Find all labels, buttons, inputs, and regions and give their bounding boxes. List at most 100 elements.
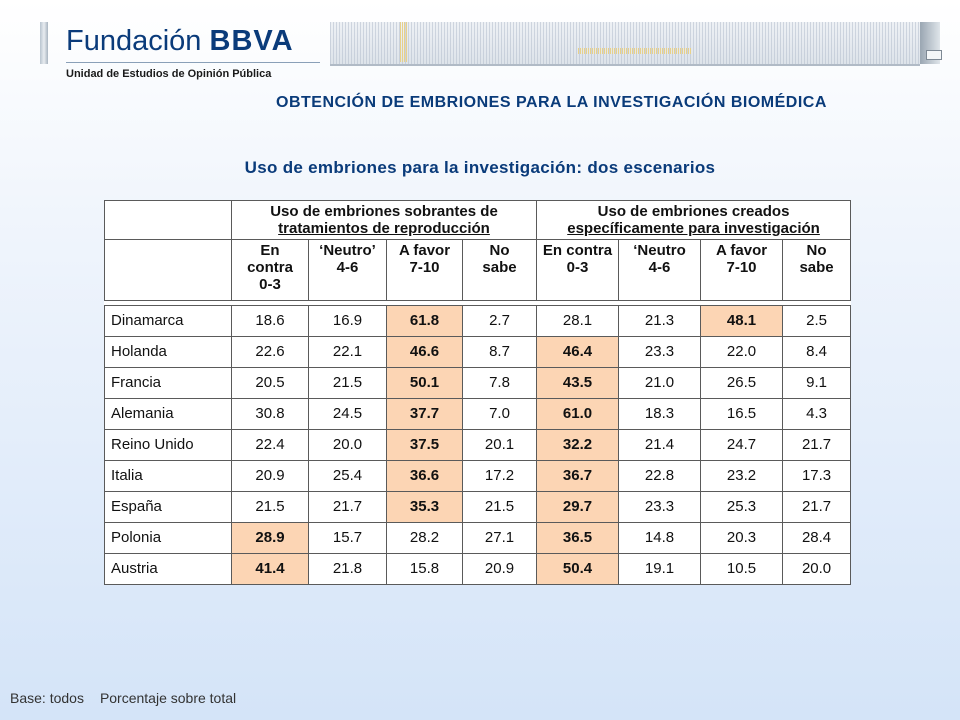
value-cell: 15.7 bbox=[308, 522, 387, 554]
value-cell: 28.4 bbox=[782, 522, 852, 554]
country-cell: Dinamarca bbox=[104, 305, 232, 337]
value-cell: 41.4 bbox=[231, 553, 309, 585]
sub-header-c6: ‘Neutro 4-6 bbox=[618, 239, 702, 301]
brand-light: Fundación bbox=[66, 25, 210, 57]
value-cell: 27.1 bbox=[461, 522, 538, 554]
sub-header-c5: En contra 0-3 bbox=[536, 239, 620, 301]
value-cell: 21.8 bbox=[308, 553, 387, 585]
group1-line2: tratamientos de reproducción bbox=[278, 220, 490, 237]
base-note: Base: todos bbox=[10, 690, 84, 706]
sub-header-line: A favor bbox=[715, 242, 768, 259]
value-cell: 48.1 bbox=[700, 305, 784, 337]
value-cell: 20.9 bbox=[231, 460, 309, 492]
group2-line1: Uso de embriones creados bbox=[597, 203, 790, 220]
value-cell: 22.6 bbox=[231, 336, 309, 368]
sub-header-line: En bbox=[260, 242, 280, 259]
value-cell: 25.4 bbox=[308, 460, 387, 492]
sub-header-line: No bbox=[806, 242, 827, 259]
value-cell: 7.0 bbox=[461, 398, 538, 430]
value-cell: 20.3 bbox=[700, 522, 784, 554]
brand-bold: BBVA bbox=[209, 25, 294, 57]
value-cell: 16.9 bbox=[308, 305, 387, 337]
data-table: Uso de embriones sobrantes de tratamient… bbox=[104, 200, 852, 585]
value-cell: 8.7 bbox=[461, 336, 538, 368]
table-row: Alemania 30.8 24.5 37.7 7.0 61.0 18.3 16.5 4.3 bbox=[104, 398, 852, 430]
value-cell: 35.3 bbox=[386, 491, 463, 523]
sub-header-line: A favor bbox=[398, 242, 451, 259]
value-cell: 46.6 bbox=[386, 336, 463, 368]
value-cell: 21.4 bbox=[618, 429, 702, 461]
value-cell: 61.0 bbox=[536, 398, 620, 430]
unit-subtitle: Unidad de Estudios de Opinión Pública bbox=[66, 68, 272, 80]
sub-header-c3: A favor 7-10 bbox=[386, 239, 463, 301]
value-cell: 21.7 bbox=[782, 429, 852, 461]
country-cell: Holanda bbox=[104, 336, 232, 368]
country-cell: Italia bbox=[104, 460, 232, 492]
value-cell: 21.7 bbox=[782, 491, 852, 523]
country-cell: Alemania bbox=[104, 398, 232, 430]
value-cell: 16.5 bbox=[700, 398, 784, 430]
value-cell: 24.5 bbox=[308, 398, 387, 430]
header-stripe-accent-bottom bbox=[578, 48, 692, 54]
sub-header-c8: No sabe bbox=[782, 239, 852, 301]
header-left-bar bbox=[40, 22, 48, 64]
sub-header-c4: No sabe bbox=[461, 239, 538, 301]
table-row: España 21.5 21.7 35.3 21.5 29.7 23.3 25.3 21.7 bbox=[104, 491, 852, 523]
value-cell: 29.7 bbox=[536, 491, 620, 523]
value-cell: 18.6 bbox=[231, 305, 309, 337]
value-cell: 28.1 bbox=[536, 305, 620, 337]
value-cell: 20.5 bbox=[231, 367, 309, 399]
value-cell: 46.4 bbox=[536, 336, 620, 368]
value-cell: 15.8 bbox=[386, 553, 463, 585]
value-cell: 37.5 bbox=[386, 429, 463, 461]
group-header-row: Uso de embriones sobrantes de tratamient… bbox=[104, 200, 852, 240]
group1-line1: Uso de embriones sobrantes de bbox=[270, 203, 498, 220]
group-header-creados: Uso de embriones creados específicamente… bbox=[536, 200, 852, 240]
table-title: Uso de embriones para la investigación: … bbox=[244, 158, 716, 177]
sub-header-c2: ‘Neutro’ 4-6 bbox=[308, 239, 387, 301]
sub-header-line: sabe bbox=[482, 259, 517, 276]
value-cell: 18.3 bbox=[618, 398, 702, 430]
sub-header-line: contra bbox=[247, 259, 293, 276]
corner-cell bbox=[104, 200, 232, 240]
value-cell: 43.5 bbox=[536, 367, 620, 399]
value-cell: 61.8 bbox=[386, 305, 463, 337]
brand-logo: Fundación BBVA bbox=[66, 22, 294, 60]
sub-header-line: ‘Neutro bbox=[633, 242, 686, 259]
value-cell: 50.4 bbox=[536, 553, 620, 585]
value-cell: 36.6 bbox=[386, 460, 463, 492]
value-cell: 2.7 bbox=[461, 305, 538, 337]
value-cell: 22.4 bbox=[231, 429, 309, 461]
page-title: OBTENCIÓN DE EMBRIONES PARA LA INVESTIGA… bbox=[276, 94, 827, 111]
value-cell: 21.0 bbox=[618, 367, 702, 399]
value-cell: 23.3 bbox=[618, 491, 702, 523]
pct-note: Porcentaje sobre total bbox=[99, 690, 237, 706]
sub-header-c1: En contra 0-3 bbox=[231, 239, 309, 301]
value-cell: 17.2 bbox=[461, 460, 538, 492]
table-row: Francia 20.5 21.5 50.1 7.8 43.5 21.0 26.5 9.1 bbox=[104, 367, 852, 399]
sub-header-line: sabe bbox=[799, 259, 834, 276]
value-cell: 22.1 bbox=[308, 336, 387, 368]
value-cell: 20.0 bbox=[308, 429, 387, 461]
header-stripe-band bbox=[330, 22, 920, 66]
header-right-box bbox=[926, 50, 942, 60]
value-cell: 14.8 bbox=[618, 522, 702, 554]
value-cell: 20.1 bbox=[461, 429, 538, 461]
value-cell: 21.7 bbox=[308, 491, 387, 523]
country-cell: España bbox=[104, 491, 232, 523]
value-cell: 26.5 bbox=[700, 367, 784, 399]
value-cell: 24.7 bbox=[700, 429, 784, 461]
table-row: Polonia 28.9 15.7 28.2 27.1 36.5 14.8 20.3 28.4 bbox=[104, 522, 852, 554]
value-cell: 28.9 bbox=[231, 522, 309, 554]
value-cell: 21.5 bbox=[461, 491, 538, 523]
value-cell: 50.1 bbox=[386, 367, 463, 399]
value-cell: 10.5 bbox=[700, 553, 784, 585]
value-cell: 21.5 bbox=[308, 367, 387, 399]
table-row: Austria 41.4 21.8 15.8 20.9 50.4 19.1 10.5 20.0 bbox=[104, 553, 852, 585]
value-cell: 19.1 bbox=[618, 553, 702, 585]
country-cell: Austria bbox=[104, 553, 232, 585]
value-cell: 36.7 bbox=[536, 460, 620, 492]
value-cell: 17.3 bbox=[782, 460, 852, 492]
table-row: Dinamarca 18.6 16.9 61.8 2.7 28.1 21.3 48.1 2.5 bbox=[104, 305, 852, 337]
country-cell: Polonia bbox=[104, 522, 232, 554]
